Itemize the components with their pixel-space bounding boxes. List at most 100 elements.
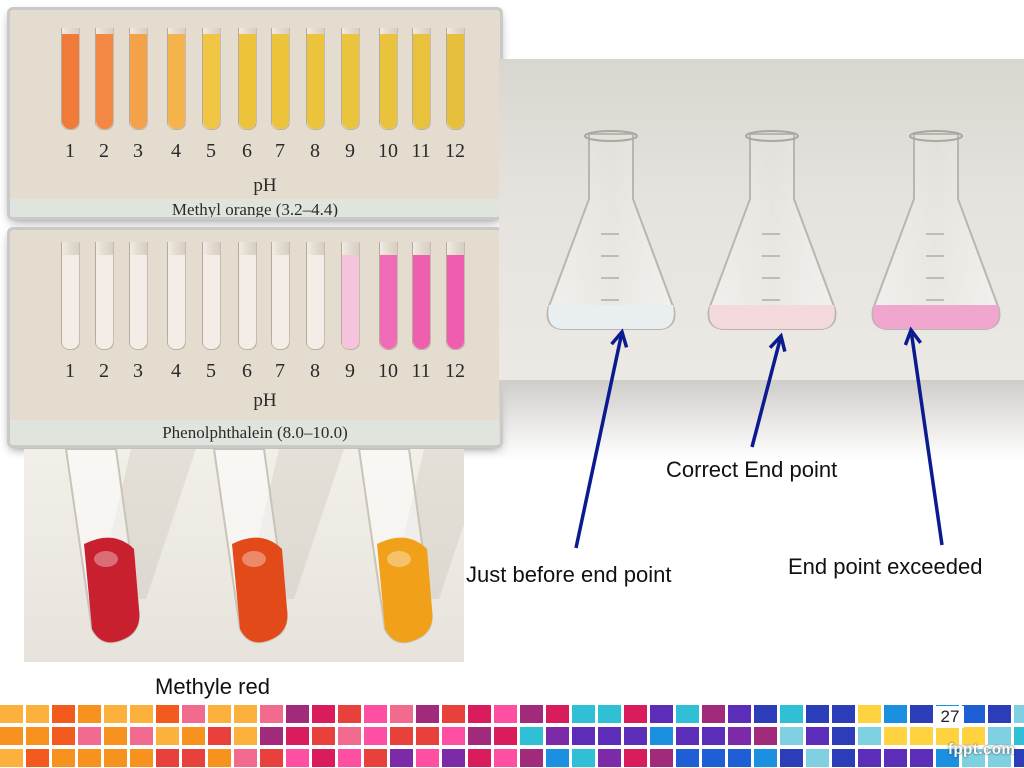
- mosaic-tile: [208, 727, 231, 745]
- mosaic-tile: [286, 749, 309, 767]
- mosaic-tile: [520, 727, 543, 745]
- just-before-end-point-label: Just before end point: [466, 562, 672, 587]
- mosaic-tile: [130, 705, 153, 723]
- ph-tick-label: 7: [275, 140, 285, 162]
- mosaic-tile: [832, 749, 855, 767]
- tube-liquid: [380, 255, 397, 349]
- arrow-correct-end-point: [750, 332, 787, 448]
- mosaic-tile: [650, 705, 673, 723]
- methyl-orange-caption: Methyl orange (3.2–4.4): [10, 199, 500, 217]
- mosaic-tile: [156, 727, 179, 745]
- mosaic-tile: [208, 705, 231, 723]
- page-number: 27: [936, 706, 964, 728]
- methyl-red-tube: [64, 449, 196, 644]
- mosaic-tile: [442, 727, 465, 745]
- phenolphthalein-caption: Phenolphthalein (8.0–10.0): [10, 420, 500, 445]
- indicator-tube: [271, 242, 290, 350]
- mosaic-tile: [754, 705, 777, 723]
- ph-tick-label: 11: [411, 140, 431, 162]
- indicator-tube: [202, 242, 221, 350]
- tube-liquid: [168, 255, 185, 349]
- indicator-tube: [167, 242, 186, 350]
- mosaic-tile: [988, 727, 1011, 745]
- indicator-tube: [446, 242, 465, 350]
- tube-liquid: [447, 255, 464, 349]
- methyl-red-tubes: [64, 449, 464, 644]
- indicator-tube: [129, 242, 148, 350]
- mosaic-tile: [0, 727, 23, 745]
- tube-liquid: [130, 34, 147, 129]
- ph-tick-label: 10: [378, 140, 398, 162]
- mosaic-tile: [260, 727, 283, 745]
- mosaic-tile: [650, 727, 673, 745]
- end-point-exceeded-label: End point exceeded: [788, 554, 983, 579]
- ph-tick-label: 1: [65, 140, 75, 162]
- mosaic-tile: [182, 749, 205, 767]
- tube-liquid: [377, 537, 433, 643]
- photo-reflection: [499, 380, 1024, 460]
- mosaic-tile: [208, 749, 231, 767]
- mosaic-tile: [572, 749, 595, 767]
- mosaic-tile: [0, 749, 23, 767]
- tube-liquid: [239, 34, 256, 129]
- indicator-tube: [167, 28, 186, 130]
- mosaic-tile: [910, 705, 933, 723]
- tube-liquid: [413, 34, 430, 129]
- tube-liquid: [203, 255, 220, 349]
- mosaic-tile: [702, 749, 725, 767]
- ph-tick-label: 2: [99, 140, 109, 162]
- mosaic-tile: [156, 705, 179, 723]
- mosaic-tile: [676, 727, 699, 745]
- mosaic-tile: [338, 727, 361, 745]
- ph-tick-label: 11: [411, 360, 431, 382]
- mosaic-tile: [104, 727, 127, 745]
- mosaic-tile: [598, 705, 621, 723]
- erlenmeyer-flask: [707, 130, 837, 330]
- mosaic-tile: [468, 727, 491, 745]
- ph-tick-label: 8: [310, 360, 320, 382]
- mosaic-tile: [1014, 705, 1024, 723]
- mosaic-tile: [702, 705, 725, 723]
- erlenmeyer-flask: [546, 130, 676, 330]
- indicator-tube: [95, 28, 114, 130]
- mosaic-tile: [338, 749, 361, 767]
- mosaic-tile: [0, 705, 23, 723]
- mosaic-tile: [78, 727, 101, 745]
- mosaic-tile: [936, 749, 959, 767]
- tube-liquid: [342, 34, 359, 129]
- indicator-tube: [379, 28, 398, 130]
- tube-liquid: [84, 537, 140, 643]
- mosaic-tile: [312, 727, 335, 745]
- mosaic-tile: [26, 705, 49, 723]
- tube-liquid: [272, 255, 289, 349]
- mosaic-tile: [416, 705, 439, 723]
- ph-tick-label: 9: [345, 360, 355, 382]
- mosaic-tile: [52, 705, 75, 723]
- ph-tick-label: 7: [275, 360, 285, 382]
- tube-liquid: [62, 255, 79, 349]
- mosaic-tile: [546, 727, 569, 745]
- mosaic-tile: [884, 705, 907, 723]
- mosaic-tile: [858, 749, 881, 767]
- tube-liquid: [447, 34, 464, 129]
- mosaic-tile: [832, 727, 855, 745]
- mosaic-tile: [858, 727, 881, 745]
- mosaic-tile: [962, 749, 985, 767]
- mosaic-tile: [156, 749, 179, 767]
- mosaic-tile: [104, 749, 127, 767]
- ph-tick-label: 3: [133, 140, 143, 162]
- ph-tick-label: 8: [310, 140, 320, 162]
- tube-liquid: [307, 34, 324, 129]
- methyl-red-tube: [212, 449, 344, 644]
- tube-liquid: [239, 255, 256, 349]
- indicator-tube: [341, 242, 360, 350]
- mosaic-tile: [390, 705, 413, 723]
- mosaic-tile: [754, 749, 777, 767]
- ph-tick-label: 1: [65, 360, 75, 382]
- phenolphthalein-panel: 1 2 3 4 5 6 7 8 9 10 11 12 pH Phenolphthalein (8.0–…: [10, 230, 500, 445]
- mosaic-tile: [780, 705, 803, 723]
- methyl-red-label: Methyle red: [155, 674, 270, 699]
- indicator-tube: [129, 28, 148, 130]
- mosaic-tile: [26, 749, 49, 767]
- ph-tick-label: 9: [345, 140, 355, 162]
